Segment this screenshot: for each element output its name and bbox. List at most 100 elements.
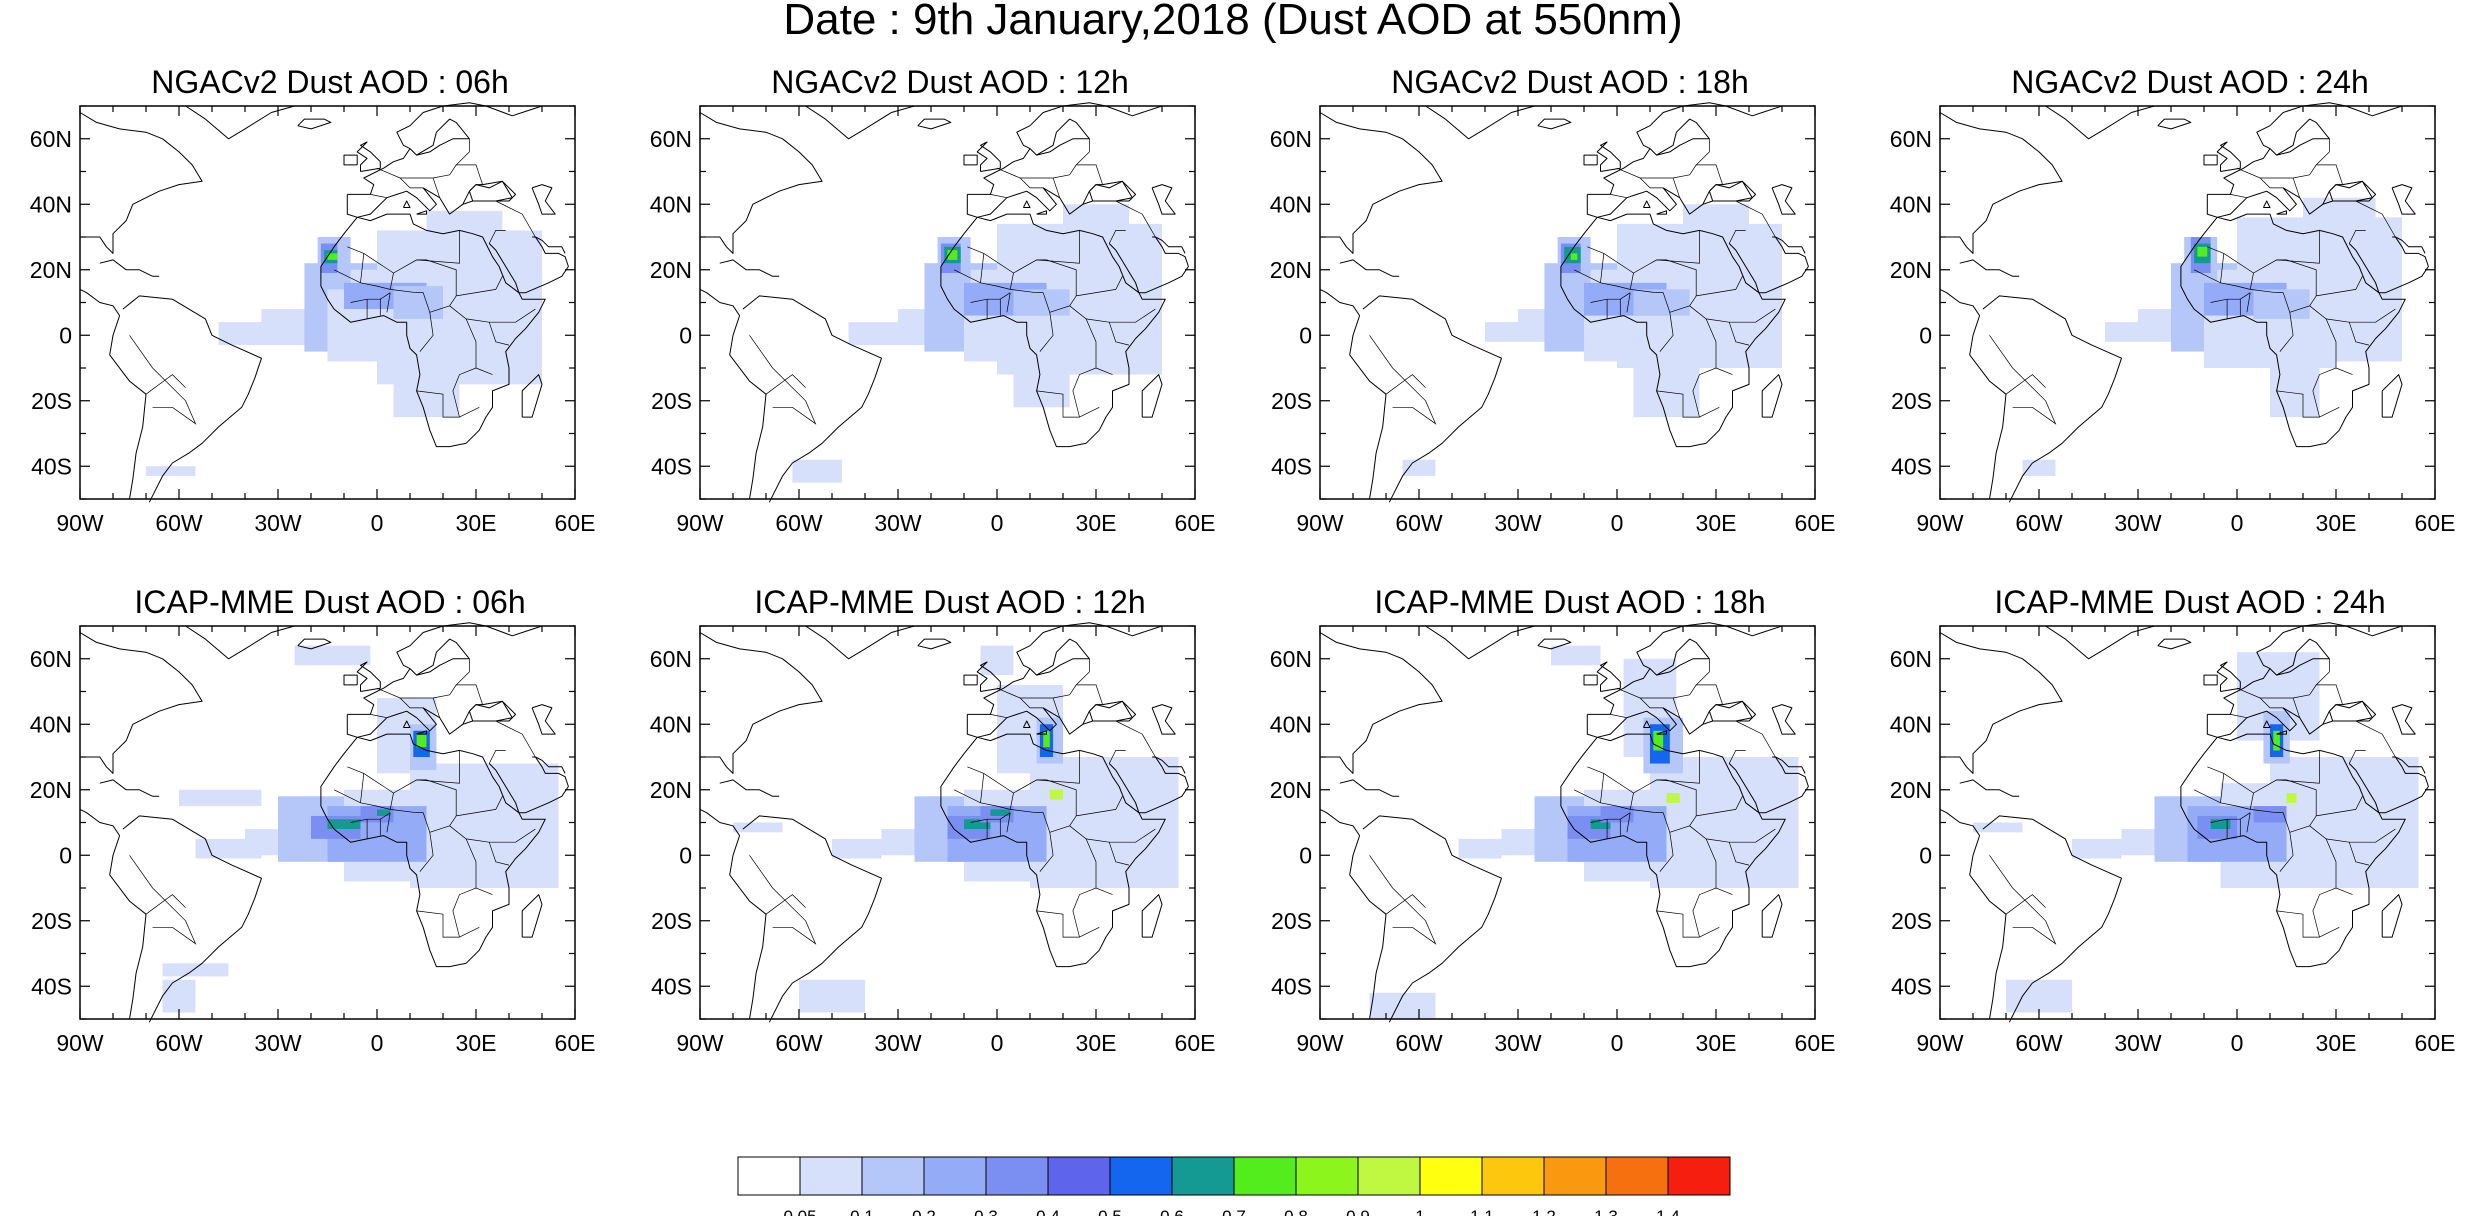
country-border (360, 773, 365, 803)
country-border (1076, 796, 1123, 817)
coastline (1761, 894, 1783, 938)
country-border (488, 842, 510, 866)
map-panel-ngacv2-24h: NGACv2 Dust AOD : 24h 90W 60W 30W 0 30E 60E 60N… (1870, 62, 2456, 536)
country-border (386, 812, 391, 833)
coastline (976, 661, 1001, 692)
country-border (475, 367, 493, 375)
dust-aod-cell (2270, 757, 2419, 888)
x-tick-label: 0 (2231, 510, 2244, 536)
y-tick-label: 20N (650, 257, 692, 283)
x-tick-label: 90W (1916, 1030, 1964, 1056)
country-border (1695, 658, 1710, 686)
x-tick-label: 30W (254, 510, 302, 536)
dust-aod-cell (327, 253, 338, 260)
x-tick-label: 60E (555, 1030, 596, 1056)
x-tick-label: 90W (676, 1030, 724, 1056)
country-border (455, 658, 470, 686)
coastline (1596, 661, 1621, 692)
coastline (917, 638, 952, 650)
x-tick-label: 30W (2114, 510, 2162, 536)
map-panel-icap-mme-18h: ICAP-MME Dust AOD : 18h 90W 60W 30W 0 30E 60E 6… (1250, 582, 1836, 1056)
coastline (2045, 625, 2155, 660)
coastline (297, 638, 332, 650)
country-border (1385, 894, 1426, 915)
coastline (185, 105, 295, 140)
coastline (122, 295, 262, 503)
country-border (996, 684, 1103, 705)
coastlines (1939, 622, 2435, 1023)
panel-title: ICAP-MME Dust AOD : 24h (1994, 584, 2386, 620)
coastline (1537, 118, 1572, 130)
coastline (2348, 236, 2429, 294)
country-border (1626, 292, 1631, 313)
map-plot: 90W 60W 30W 0 30E 60E 60N 40N 20N 0 20S 40S (1890, 102, 2455, 536)
axis-ticks (79, 625, 576, 1020)
dust-aod-cell (1049, 789, 1063, 800)
country-border (980, 773, 985, 803)
country-border (1689, 825, 1776, 843)
country-border (980, 253, 985, 283)
coastline (1587, 102, 1815, 195)
y-tick-label: 40N (1270, 711, 1312, 737)
coastline (1029, 638, 1090, 676)
colorbar-label: 0.6 (1160, 1207, 1184, 1216)
x-tick-label: 90W (1916, 510, 1964, 536)
x-tick-label: 60E (2415, 510, 2456, 536)
x-tick-label: 60W (775, 510, 823, 536)
country-border (1715, 887, 1733, 895)
country-border (2210, 812, 2251, 823)
coastline (416, 210, 427, 215)
coastline (2276, 210, 2287, 215)
axis-ticks (1319, 105, 1816, 500)
x-tick-label: 30W (2114, 1030, 2162, 1056)
coastline (1362, 295, 1502, 503)
colorbar-label: 0.2 (912, 1207, 936, 1216)
coastline (2276, 730, 2287, 735)
dust-aod-cell (733, 822, 783, 833)
y-tick-label: 20N (1890, 777, 1932, 803)
coastlines (79, 102, 575, 503)
dust-aod-cell (1683, 204, 1749, 254)
country-border (1385, 374, 1426, 395)
country-border (488, 230, 506, 244)
country-border (2315, 658, 2330, 686)
map-panel-ngacv2-06h: NGACv2 Dust AOD : 06h 90W 60W 30W 0 30E 60E 60N… (10, 62, 596, 536)
coastline (1155, 756, 1186, 774)
dust-aod-cell (2022, 459, 2056, 477)
y-tick-label: 0 (1919, 322, 1932, 348)
map-plot: 90W 60W 30W 0 30E 60E 60N 40N 20N 0 20S 40S (30, 622, 595, 1056)
coastline (297, 118, 332, 130)
country-border (2335, 887, 2353, 895)
country-border (1573, 789, 1664, 814)
colorbar-swatch (1109, 1156, 1173, 1196)
x-tick-label: 0 (371, 510, 384, 536)
dust-aod-cell (410, 763, 559, 888)
y-tick-label: 60N (1270, 646, 1312, 672)
country-border (1672, 177, 1681, 198)
coastline (719, 259, 780, 277)
coastline (1775, 756, 1806, 774)
x-tick-label: 60W (2015, 1030, 2063, 1056)
country-border (1590, 292, 1631, 303)
x-tick-label: 30W (1494, 510, 1542, 536)
coastline (402, 720, 411, 728)
y-tick-label: 40N (30, 191, 72, 217)
y-tick-label: 40N (1890, 191, 1932, 217)
dust-aod-cell (2286, 793, 2297, 803)
x-tick-label: 30W (874, 1030, 922, 1056)
country-border (1656, 779, 1697, 833)
coastline (742, 295, 882, 503)
x-tick-label: 60W (1395, 1030, 1443, 1056)
country-border (399, 697, 424, 709)
coastline (1088, 180, 1133, 202)
coastline (719, 779, 780, 797)
country-border (360, 253, 365, 283)
coastline (79, 808, 147, 1020)
country-border (1600, 773, 1605, 803)
coastline (2391, 184, 2416, 215)
country-border (2292, 177, 2301, 198)
coastline (79, 626, 203, 774)
y-tick-label: 40S (1891, 973, 1932, 999)
country-border (1069, 305, 1156, 323)
coastline (1708, 180, 1753, 202)
